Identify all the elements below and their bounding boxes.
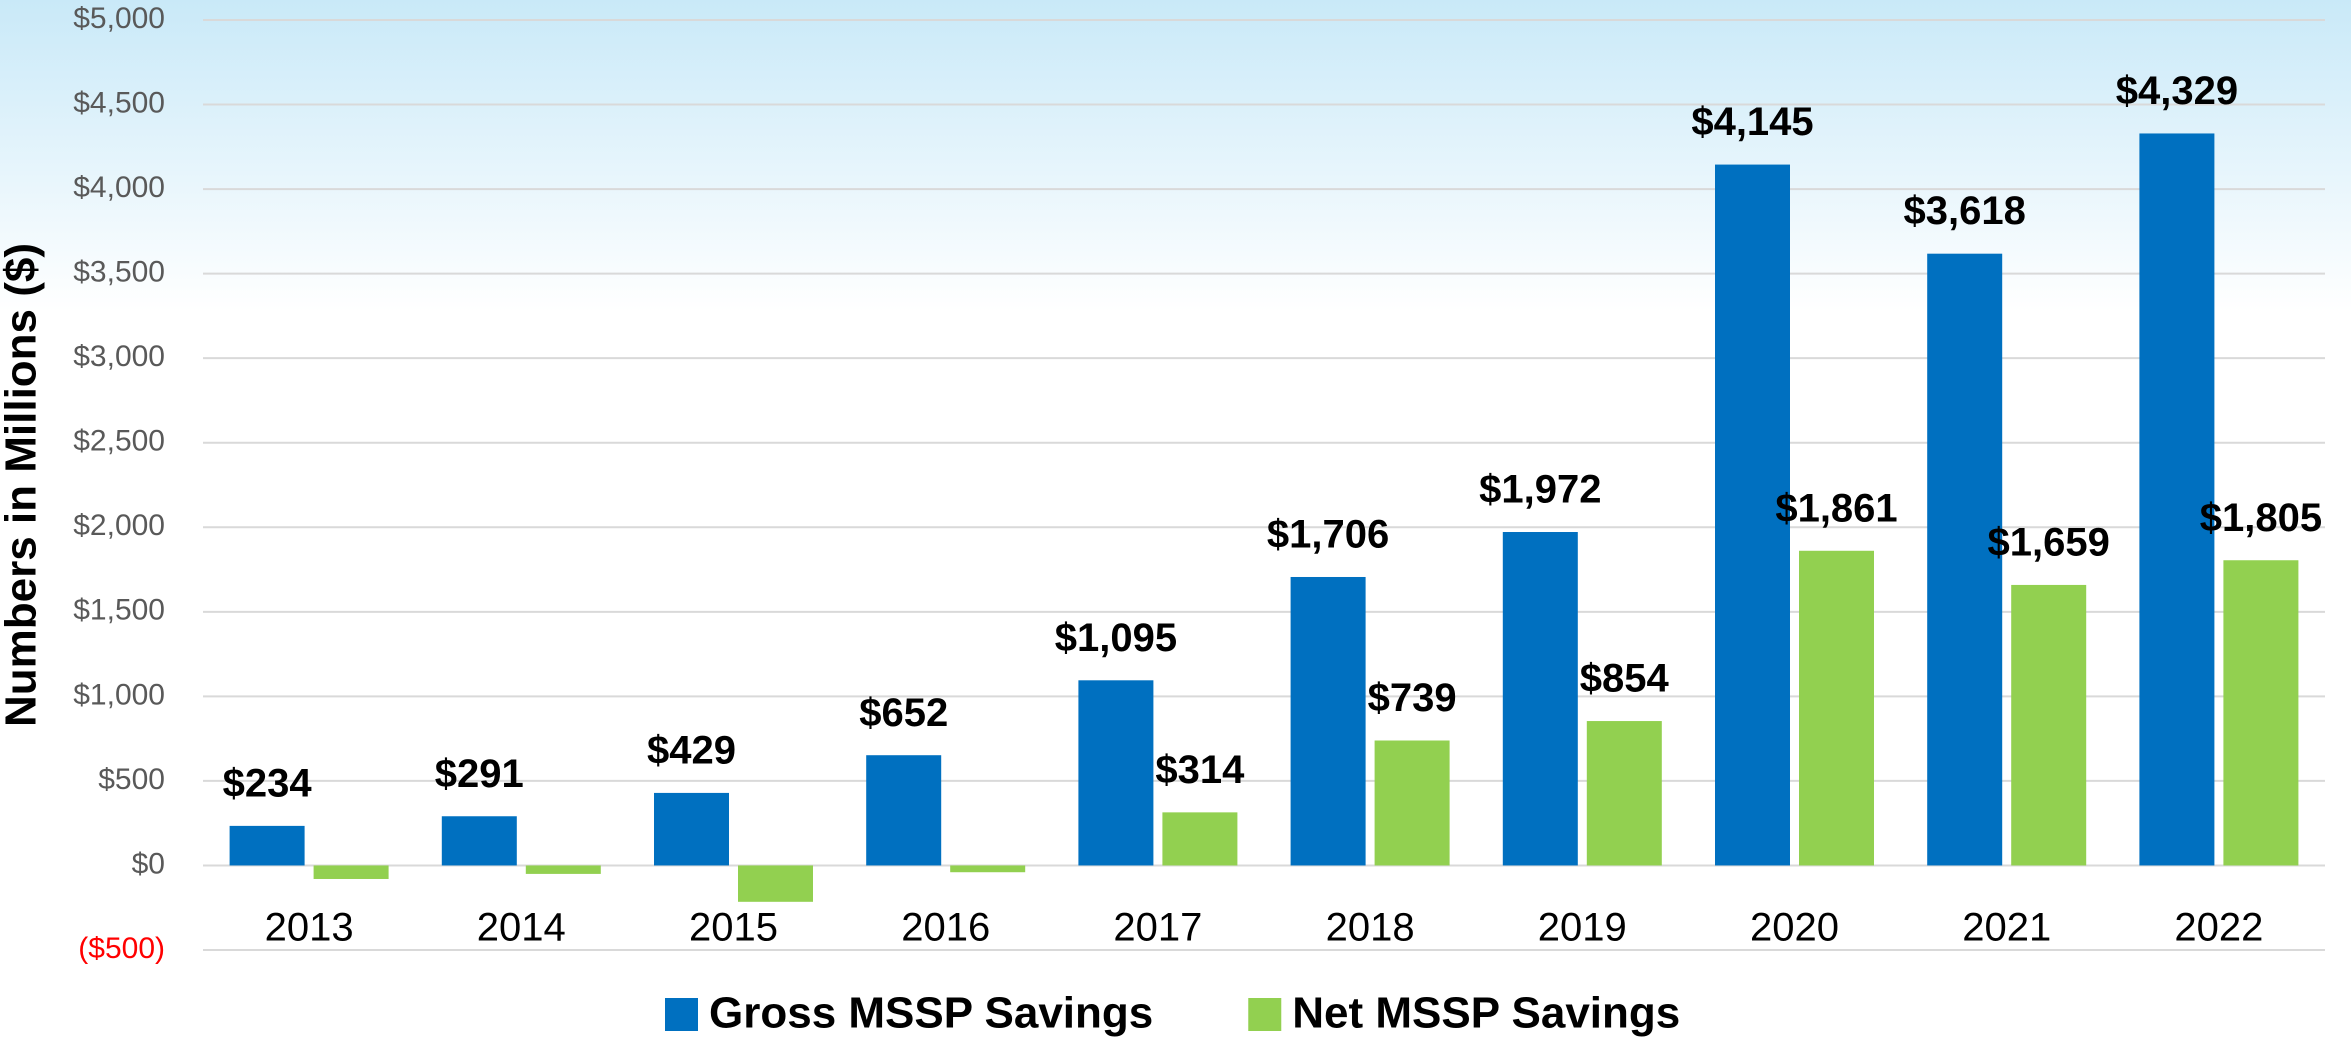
x-tick-label: 2013 xyxy=(265,906,354,950)
bar xyxy=(1586,721,1662,866)
bar xyxy=(950,865,1026,873)
bar xyxy=(1799,550,1874,866)
y-tick-label: $4,500 xyxy=(73,86,165,119)
data-label: $1,706 xyxy=(1267,513,1389,557)
bar xyxy=(1927,253,2003,866)
legend-swatch xyxy=(665,998,698,1031)
data-label: $854 xyxy=(1580,657,1670,701)
data-label: $4,145 xyxy=(1691,100,1813,144)
data-label: $314 xyxy=(1155,748,1245,792)
bar xyxy=(2139,133,2215,866)
bar xyxy=(1502,532,1578,866)
data-label: $1,805 xyxy=(2200,496,2322,540)
data-label: $429 xyxy=(647,728,736,772)
bar xyxy=(441,816,517,866)
bar xyxy=(654,792,729,866)
data-label: $739 xyxy=(1368,676,1457,720)
bar xyxy=(1374,740,1450,866)
x-tick-label: 2014 xyxy=(477,906,566,950)
y-tick-label: $500 xyxy=(98,763,165,796)
x-tick-label: 2017 xyxy=(1113,906,1202,950)
y-tick-label: $3,000 xyxy=(73,340,165,373)
x-tick-label: 2020 xyxy=(1750,906,1839,950)
y-axis-label: Numbers in Millions ($) xyxy=(0,243,46,727)
x-tick-label: 2022 xyxy=(2174,906,2263,950)
bar xyxy=(1715,164,1790,866)
bar xyxy=(738,865,813,902)
y-tick-label: $2,000 xyxy=(73,509,165,542)
data-label: $1,972 xyxy=(1479,468,1601,512)
y-tick-label: $5,000 xyxy=(73,2,165,35)
x-tick-label: 2018 xyxy=(1326,906,1415,950)
legend-swatch xyxy=(1248,998,1282,1031)
x-tick-label: 2016 xyxy=(901,906,990,950)
bar xyxy=(229,825,305,866)
data-label: $3,618 xyxy=(1904,189,2026,233)
data-label: $234 xyxy=(223,761,313,805)
y-tick-label: $3,500 xyxy=(73,256,165,289)
legend-label: Gross MSSP Savings xyxy=(709,989,1153,1038)
data-label: $4,329 xyxy=(2116,69,2238,113)
y-tick-label: $1,000 xyxy=(73,678,165,711)
y-tick-label: $1,500 xyxy=(73,594,165,627)
data-label: $652 xyxy=(859,691,948,735)
y-tick-label: $2,500 xyxy=(73,425,165,458)
bar xyxy=(1162,812,1238,866)
data-label: $1,095 xyxy=(1055,616,1177,660)
bar xyxy=(525,865,601,874)
bar xyxy=(2011,584,2087,866)
bar xyxy=(1078,680,1154,866)
bar xyxy=(866,755,942,866)
x-tick-label: 2015 xyxy=(689,906,778,950)
x-tick-label: 2021 xyxy=(1962,906,2051,950)
y-tick-label: ($500) xyxy=(78,932,165,965)
data-label: $1,659 xyxy=(1988,520,2110,564)
data-label: $1,861 xyxy=(1775,486,1897,530)
y-tick-label: $4,000 xyxy=(73,171,165,204)
bar xyxy=(1290,576,1366,866)
data-label: $291 xyxy=(435,752,524,796)
x-tick-label: 2019 xyxy=(1538,906,1627,950)
bar xyxy=(313,865,389,879)
y-tick-label: $0 xyxy=(132,847,165,880)
bar xyxy=(2223,560,2299,866)
legend-label: Net MSSP Savings xyxy=(1292,989,1680,1038)
